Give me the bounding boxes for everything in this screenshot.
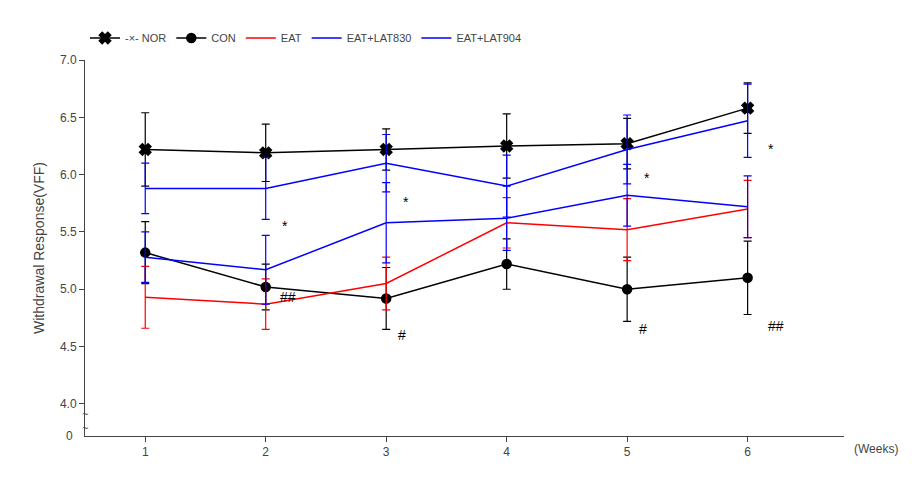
svg-text:1: 1 <box>142 445 149 459</box>
svg-text:6.0: 6.0 <box>60 168 77 182</box>
svg-text:7.0: 7.0 <box>60 53 77 67</box>
svg-text:-×- NOR: -×- NOR <box>125 32 166 44</box>
svg-text:4: 4 <box>503 445 510 459</box>
svg-text:4.5: 4.5 <box>60 340 77 354</box>
svg-text:#: # <box>639 321 647 337</box>
svg-text:(Weeks): (Weeks) <box>854 442 898 456</box>
svg-text:EAT+LAT830: EAT+LAT830 <box>347 32 412 44</box>
svg-text:2: 2 <box>262 445 269 459</box>
svg-text:EAT+LAT904: EAT+LAT904 <box>456 32 521 44</box>
svg-text:*: * <box>644 170 650 186</box>
svg-text:6.5: 6.5 <box>60 111 77 125</box>
svg-text:5.5: 5.5 <box>60 225 77 239</box>
svg-text:##: ## <box>768 318 784 334</box>
svg-text:5: 5 <box>624 445 631 459</box>
svg-text:0: 0 <box>66 429 73 443</box>
svg-text:*: * <box>282 218 288 234</box>
svg-text:CON: CON <box>211 32 236 44</box>
svg-text:6: 6 <box>744 445 751 459</box>
svg-text:EAT: EAT <box>281 32 302 44</box>
svg-text:4.0: 4.0 <box>60 397 77 411</box>
svg-text:~~: ~~ <box>82 408 88 434</box>
svg-text:Withdrawal Response(VFF): Withdrawal Response(VFF) <box>31 162 47 334</box>
svg-text:*: * <box>403 194 409 210</box>
svg-text:5.0: 5.0 <box>60 282 77 296</box>
svg-text:*: * <box>768 141 774 157</box>
svg-text:3: 3 <box>383 445 390 459</box>
svg-text:#: # <box>398 327 406 343</box>
svg-text:##: ## <box>280 289 296 305</box>
